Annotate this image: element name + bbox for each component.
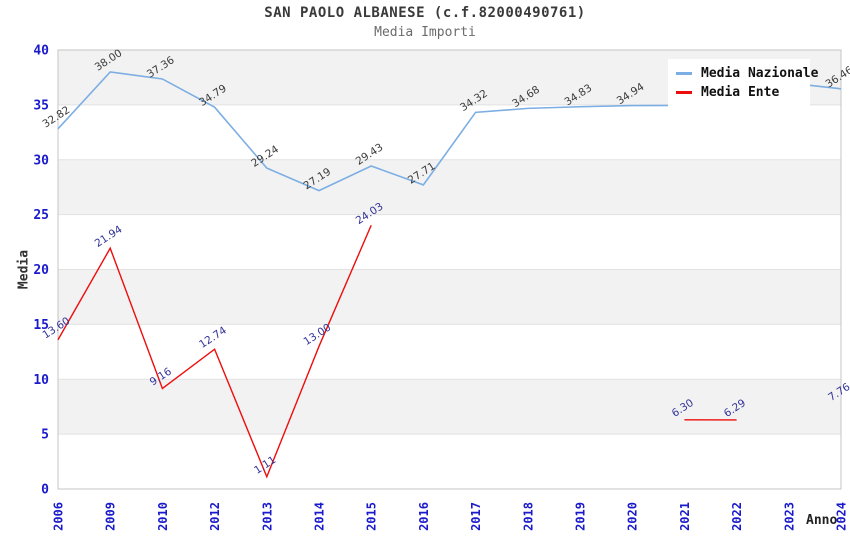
x-tick-label: 2023 — [782, 502, 796, 531]
x-tick-label: 2021 — [678, 502, 692, 531]
x-tick-label: 2022 — [730, 502, 744, 531]
x-tick-label: 2009 — [104, 502, 118, 531]
y-tick-label: 15 — [33, 318, 49, 333]
plot-border — [57, 49, 842, 490]
legend: Media Nazionale Media Ente — [668, 59, 818, 107]
y-tick-label: 0 — [41, 483, 49, 498]
plot-band — [58, 434, 841, 489]
x-tick-label: 2006 — [52, 502, 66, 531]
plot-band — [58, 104, 841, 160]
plot-band — [58, 379, 841, 435]
x-tick-label: 2012 — [208, 502, 222, 531]
plot-band — [58, 324, 841, 380]
x-tick-label: 2024 — [835, 502, 849, 531]
x-tick-label: 2016 — [417, 502, 431, 531]
legend-label-media-ente: Media Ente — [701, 85, 780, 100]
y-tick-label: 5 — [41, 428, 49, 443]
x-tick-label: 2015 — [365, 502, 379, 531]
media-ente-line-swatch — [676, 91, 692, 94]
y-tick-label: 20 — [33, 263, 49, 278]
legend-item-media-nazionale: Media Nazionale — [676, 64, 818, 83]
x-tick-label: 2020 — [626, 502, 640, 531]
legend-label-media-nazionale: Media Nazionale — [701, 66, 819, 81]
y-axis-title: Media — [16, 249, 32, 290]
x-tick-label: 2014 — [313, 502, 327, 531]
y-tick-label: 10 — [33, 373, 49, 388]
chart-title: SAN PAOLO ALBANESE (c.f.82000490761) — [264, 5, 586, 21]
plot-band — [58, 159, 841, 215]
plot-band — [58, 214, 841, 270]
x-axis-title: Anno — [806, 513, 838, 528]
chart-subtitle: Media Importi — [374, 25, 476, 40]
plot-band — [58, 269, 841, 325]
x-tick-label: 2019 — [574, 502, 588, 531]
x-tick-label: 2013 — [260, 502, 274, 531]
x-tick-label: 2017 — [469, 502, 483, 531]
y-tick-label: 25 — [33, 208, 49, 223]
x-tick-label: 2010 — [156, 502, 170, 531]
x-tick-label: 2018 — [521, 502, 535, 531]
y-tick-label: 35 — [33, 98, 49, 113]
legend-item-media-ente: Media Ente — [676, 83, 802, 102]
y-tick-label: 40 — [33, 44, 49, 59]
y-tick-label: 30 — [33, 153, 49, 168]
media-nazionale-line-swatch — [676, 72, 692, 75]
media-ente-line — [57, 224, 372, 479]
